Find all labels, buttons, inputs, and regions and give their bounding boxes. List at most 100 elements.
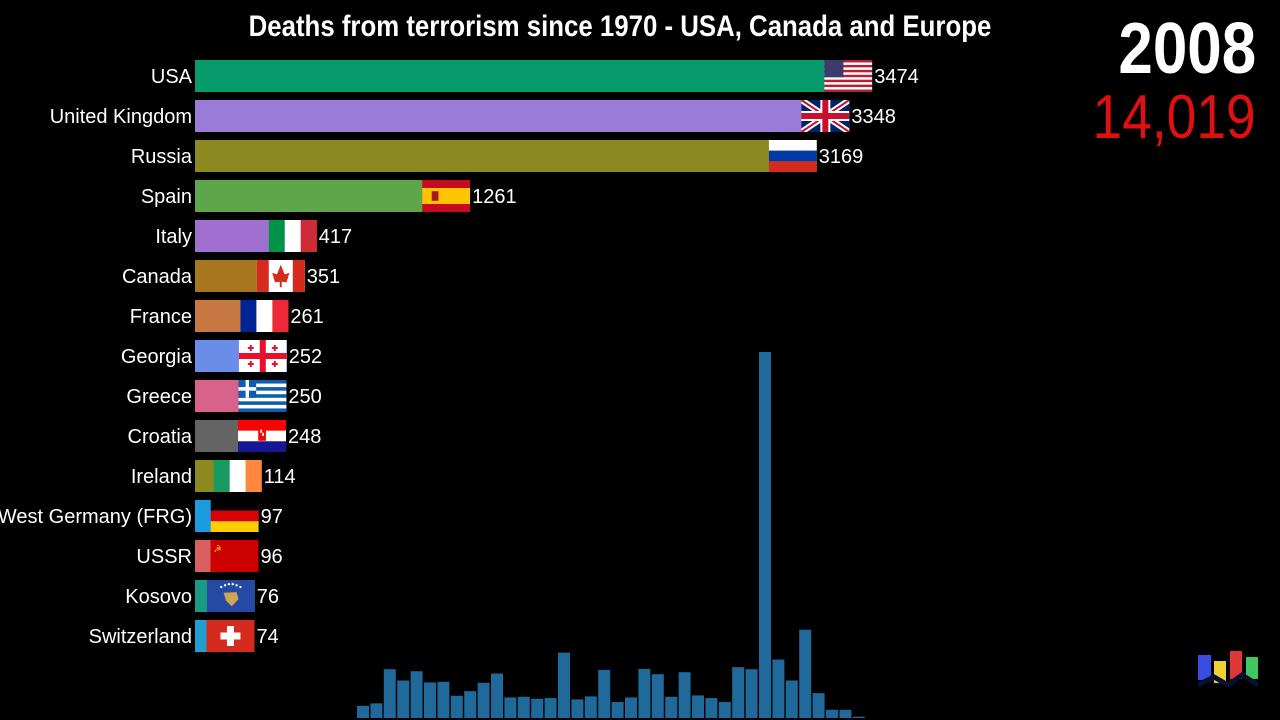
year-bar-2005 — [812, 693, 825, 718]
year-bar-1972 — [383, 669, 396, 718]
croatia-flag-icon — [238, 420, 287, 452]
value-label: 96 — [260, 546, 282, 568]
bar-row: France 261 — [130, 300, 324, 332]
value-label: 114 — [264, 466, 296, 488]
bar-row: Russia 3169 — [131, 140, 864, 172]
year-bar-1976 — [437, 681, 450, 718]
year-bar-1977 — [450, 695, 463, 718]
bar-row: Kosovo 76 — [125, 580, 279, 612]
bar-row: Canada 351 — [122, 260, 340, 292]
country-label: Switzerland — [89, 626, 192, 648]
france-flag-icon — [240, 300, 289, 332]
country-label: West Germany (FRG) — [0, 506, 192, 528]
year-bar-1986 — [571, 699, 584, 718]
country-label: Spain — [141, 186, 192, 208]
bar — [195, 100, 850, 132]
year-bar-2004 — [799, 629, 812, 718]
total-deaths-counter: 14,019 — [1092, 83, 1256, 152]
year-bar-2008 — [852, 716, 865, 718]
value-label: 1261 — [472, 186, 516, 208]
ireland-flag-icon — [213, 460, 262, 492]
germany-flag-icon — [210, 500, 259, 532]
georgia-flag-icon — [238, 340, 287, 372]
bar-row: Ireland 114 — [131, 460, 296, 492]
greece-flag-icon — [238, 380, 287, 412]
value-label: 76 — [257, 586, 279, 608]
year-bar-1970 — [357, 705, 369, 718]
bar-row: West Germany (FRG) 97 — [0, 500, 283, 532]
bar-row: United Kingdom 3348 — [50, 100, 896, 132]
country-label: Georgia — [121, 346, 193, 368]
bar-row: Georgia 252 — [121, 340, 322, 372]
value-label: 3348 — [851, 106, 896, 128]
year-bar-1989 — [611, 702, 624, 718]
country-label: Ireland — [131, 466, 192, 488]
country-label: Greece — [126, 386, 192, 408]
italy-flag-icon — [268, 220, 317, 252]
year-bar-1974 — [410, 671, 423, 718]
year-counter: 2008 — [1118, 9, 1256, 89]
switzerland-flag-icon — [206, 620, 255, 652]
spain-flag-icon — [422, 180, 471, 212]
country-label: Croatia — [128, 426, 193, 448]
bar-row: Switzerland 74 — [89, 620, 279, 652]
year-bar-1988 — [598, 669, 611, 718]
year-bar-1983 — [531, 698, 544, 718]
usa-flag-icon — [824, 60, 873, 92]
bar-row: Spain 1261 — [141, 180, 517, 212]
bar-row: Greece 250 — [126, 380, 322, 412]
year-bar-2007 — [839, 709, 852, 718]
bar-row: USA 3474 — [151, 60, 919, 92]
canada-flag-icon — [256, 260, 305, 292]
country-label: United Kingdom — [50, 106, 192, 128]
value-label: 97 — [261, 506, 283, 528]
value-label: 3169 — [819, 146, 864, 168]
year-bar-1996 — [692, 695, 704, 718]
value-label: 252 — [289, 346, 322, 368]
year-bar-2003 — [785, 680, 798, 718]
country-label: Italy — [155, 226, 192, 248]
svg-text:☭: ☭ — [213, 544, 221, 554]
country-label: Kosovo — [125, 586, 192, 608]
bar-row: Croatia 248 — [128, 420, 321, 452]
year-bar-1982 — [517, 696, 530, 718]
channel-logo — [1196, 651, 1260, 688]
value-label: 3474 — [874, 66, 919, 88]
country-label: Russia — [131, 146, 193, 168]
year-bar-1987 — [584, 696, 597, 718]
country-label: France — [130, 306, 192, 328]
value-label: 248 — [288, 426, 321, 448]
year-bar-2006 — [826, 709, 838, 718]
year-bar-1971 — [370, 703, 383, 718]
bar-row: Italy 417 — [155, 220, 352, 252]
year-bar-1990 — [625, 697, 637, 718]
chart-title: Deaths from terrorism since 1970 - USA, … — [248, 10, 992, 43]
year-bar-1975 — [424, 682, 436, 718]
value-label: 351 — [307, 266, 340, 288]
year-bar-1980 — [491, 673, 503, 718]
russia-flag-icon — [768, 140, 817, 172]
value-label: 74 — [256, 626, 278, 648]
year-bar-1995 — [678, 672, 691, 718]
country-label: USSR — [136, 546, 192, 568]
kosovo-flag-icon — [206, 580, 255, 612]
year-bar-1991 — [638, 668, 651, 718]
value-label: 261 — [290, 306, 323, 328]
bar-row: USSR ☭ 96 — [136, 540, 283, 572]
bar — [195, 60, 873, 92]
value-label: 417 — [319, 226, 352, 248]
year-bar-1985 — [558, 652, 570, 718]
year-bar-1978 — [464, 691, 477, 718]
year-bar-1981 — [504, 697, 517, 718]
year-bar-1984 — [544, 698, 557, 718]
bar — [195, 140, 817, 172]
country-label: USA — [151, 66, 193, 88]
year-bar-2002 — [772, 659, 785, 718]
country-label: Canada — [122, 266, 193, 288]
value-label: 250 — [288, 386, 321, 408]
year-bar-1998 — [718, 702, 731, 718]
year-bar-2000 — [745, 669, 758, 718]
year-bar-1992 — [651, 674, 664, 718]
uk-flag-icon — [801, 100, 850, 132]
